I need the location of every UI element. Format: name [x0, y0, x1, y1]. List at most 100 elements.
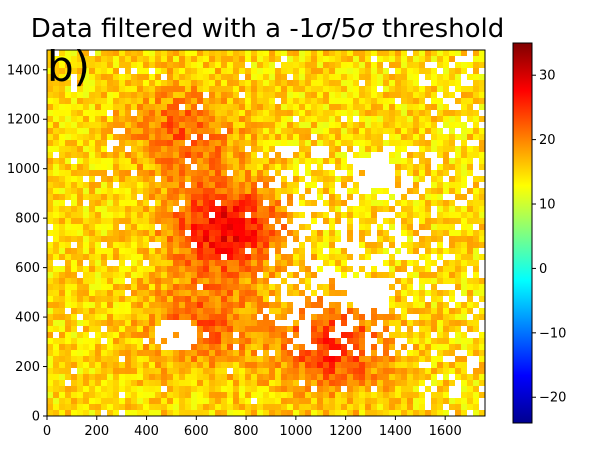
heatmap-cell	[335, 104, 341, 110]
heatmap-cell	[167, 272, 173, 278]
heatmap-cell	[383, 68, 389, 74]
heatmap-cell	[161, 224, 167, 230]
heatmap-cell	[239, 200, 245, 206]
heatmap-cell	[197, 170, 203, 176]
heatmap-cell	[395, 140, 401, 146]
heatmap-cell	[281, 266, 287, 272]
heatmap-cell	[473, 290, 479, 296]
heatmap-cell	[407, 260, 413, 266]
heatmap-cell	[461, 338, 467, 344]
heatmap-cell	[227, 110, 233, 116]
heatmap-cell	[437, 392, 443, 398]
heatmap-cell	[341, 350, 347, 356]
heatmap-cell	[371, 74, 377, 80]
heatmap-cell	[347, 236, 353, 242]
heatmap-cell	[269, 56, 275, 62]
heatmap-cell	[59, 158, 65, 164]
heatmap-cell	[131, 308, 137, 314]
heatmap-cell	[71, 182, 77, 188]
heatmap-cell	[125, 50, 131, 56]
heatmap-cell	[371, 86, 377, 92]
heatmap-cell	[389, 134, 395, 140]
heatmap-cell	[77, 320, 83, 326]
heatmap-cell	[209, 356, 215, 362]
heatmap-cell	[239, 278, 245, 284]
heatmap-cell	[83, 278, 89, 284]
heatmap-cell	[431, 314, 437, 320]
heatmap-cell	[419, 128, 425, 134]
heatmap-cell	[65, 140, 71, 146]
heatmap-cell	[275, 134, 281, 140]
heatmap-cell	[167, 50, 173, 56]
heatmap-cell	[89, 218, 95, 224]
heatmap-cell	[95, 368, 101, 374]
heatmap-cell	[287, 350, 293, 356]
heatmap-cell	[281, 128, 287, 134]
heatmap-cell	[83, 188, 89, 194]
heatmap-cell	[239, 266, 245, 272]
heatmap-cell	[71, 170, 77, 176]
heatmap-cell	[221, 224, 227, 230]
heatmap-cell	[449, 326, 455, 332]
heatmap-cell	[101, 116, 107, 122]
heatmap-cell	[137, 254, 143, 260]
heatmap-cell	[113, 50, 119, 56]
heatmap-cell	[455, 194, 461, 200]
heatmap-cell	[407, 236, 413, 242]
heatmap-cell	[191, 296, 197, 302]
heatmap-cell	[335, 176, 341, 182]
heatmap-cell	[443, 368, 449, 374]
heatmap-cell	[161, 134, 167, 140]
heatmap-cell	[365, 254, 371, 260]
heatmap-cell	[191, 128, 197, 134]
heatmap-cell	[209, 116, 215, 122]
heatmap-cell	[389, 302, 395, 308]
heatmap-cell	[359, 110, 365, 116]
heatmap-cell	[149, 218, 155, 224]
heatmap-cell	[47, 392, 53, 398]
heatmap-cell	[257, 68, 263, 74]
heatmap-cell	[131, 266, 137, 272]
heatmap-cell	[161, 98, 167, 104]
heatmap-cell	[173, 380, 179, 386]
heatmap-cell	[251, 200, 257, 206]
heatmap-cell	[359, 212, 365, 218]
heatmap-cell	[305, 98, 311, 104]
heatmap-cell	[233, 68, 239, 74]
heatmap-cell	[359, 74, 365, 80]
heatmap-cell	[227, 392, 233, 398]
heatmap-cell	[59, 56, 65, 62]
heatmap-cell	[227, 152, 233, 158]
heatmap-cell	[269, 230, 275, 236]
heatmap-cell	[209, 230, 215, 236]
heatmap-cell	[473, 122, 479, 128]
heatmap-cell	[233, 182, 239, 188]
heatmap-cell	[389, 314, 395, 320]
heatmap-cell	[293, 86, 299, 92]
heatmap-cell	[275, 116, 281, 122]
heatmap-cell	[437, 248, 443, 254]
heatmap-cell	[65, 260, 71, 266]
heatmap-cell	[353, 188, 359, 194]
heatmap-cell	[209, 128, 215, 134]
heatmap-cell	[413, 356, 419, 362]
heatmap-cell	[149, 326, 155, 332]
heatmap-cell	[293, 152, 299, 158]
heatmap-cell	[53, 314, 59, 320]
heatmap-cell	[71, 104, 77, 110]
heatmap-cell	[383, 230, 389, 236]
heatmap-cell	[437, 236, 443, 242]
heatmap-cell	[161, 140, 167, 146]
heatmap-cell	[377, 392, 383, 398]
heatmap-cell	[335, 254, 341, 260]
heatmap-cell	[221, 164, 227, 170]
heatmap-cell	[311, 200, 317, 206]
heatmap-cell	[311, 404, 317, 410]
heatmap-cell	[221, 314, 227, 320]
heatmap-cell	[89, 62, 95, 68]
heatmap-cell	[197, 158, 203, 164]
heatmap-cell	[395, 362, 401, 368]
heatmap-cell	[197, 230, 203, 236]
heatmap-cell	[251, 62, 257, 68]
heatmap-cell	[323, 74, 329, 80]
